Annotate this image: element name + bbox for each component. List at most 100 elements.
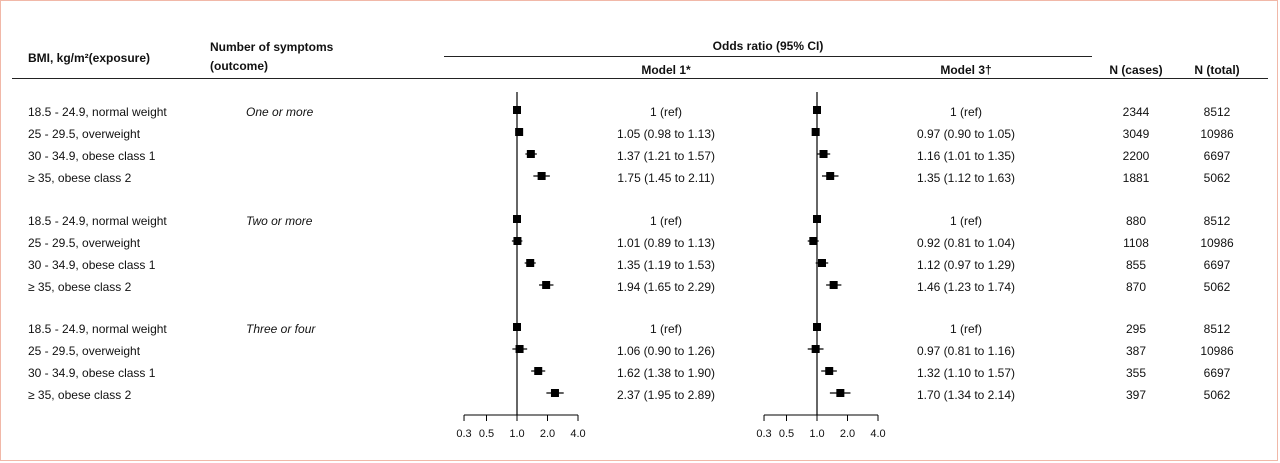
- model1-or-text: 1.05 (0.98 to 1.13): [616, 127, 716, 141]
- model3-or-text: 1.32 (1.10 to 1.57): [916, 366, 1016, 380]
- n-total-value: 5062: [1203, 388, 1231, 402]
- bmi-label: 25 - 29.5, overweight: [28, 127, 141, 141]
- bmi-label: 30 - 34.9, obese class 1: [28, 258, 156, 272]
- n-cases-value: 295: [1125, 322, 1147, 336]
- model3-or-text: 0.97 (0.90 to 1.05): [916, 127, 1016, 141]
- or-marker: [515, 345, 524, 353]
- x-axis-tick-label: 0.3: [756, 428, 771, 440]
- n-cases-value: 880: [1125, 214, 1147, 228]
- model3-or-text: 1.16 (1.01 to 1.35): [916, 149, 1016, 163]
- outcome-header: Number of symptoms: [210, 40, 334, 54]
- or-marker: [809, 237, 818, 245]
- or-marker: [813, 106, 821, 114]
- bmi-label: 25 - 29.5, overweight: [28, 236, 141, 250]
- n-total-value: 6697: [1203, 258, 1231, 272]
- x-axis-tick-label: 4.0: [570, 428, 585, 440]
- n-total-value: 8512: [1203, 322, 1231, 336]
- x-axis-tick-label: 0.3: [456, 428, 471, 440]
- model1-or-text: 1.94 (1.65 to 2.29): [616, 280, 716, 294]
- model3-or-text: 0.97 (0.81 to 1.16): [916, 344, 1016, 358]
- model3-or-text: 1.70 (1.34 to 2.14): [916, 388, 1016, 402]
- or-marker: [550, 389, 559, 397]
- exposure-header: BMI, kg/m²(exposure): [28, 51, 151, 65]
- n-cases-value: 1108: [1123, 236, 1149, 250]
- outcome-label: Three or four: [246, 322, 316, 336]
- model3-or-text: 1.46 (1.23 to 1.74): [916, 280, 1016, 294]
- model1-or-text: 1.06 (0.90 to 1.26): [616, 344, 716, 358]
- n-total-value: 8512: [1203, 105, 1231, 119]
- header-rule: [12, 78, 1268, 79]
- x-axis-tick-label: 2.0: [540, 428, 555, 440]
- model1-or-text: 1.01 (0.89 to 1.13): [616, 236, 716, 250]
- bmi-label: ≥ 35, obese class 2: [28, 388, 132, 402]
- or-marker: [811, 345, 820, 353]
- x-axis-tick-label: 1.0: [509, 428, 524, 440]
- model1-or-text: 1 (ref): [649, 214, 683, 228]
- or-marker: [513, 215, 521, 223]
- model1-or-text: 1.35 (1.19 to 1.53): [616, 258, 716, 272]
- or-marker: [813, 323, 821, 331]
- or-marker: [813, 215, 821, 223]
- or-marker: [526, 259, 535, 267]
- model1-or-text: 1 (ref): [649, 322, 683, 336]
- or-marker: [542, 281, 551, 289]
- model3-or-text: 1.12 (0.97 to 1.29): [916, 258, 1016, 272]
- or-marker: [829, 281, 838, 289]
- model1-or-text: 1 (ref): [649, 105, 683, 119]
- or-marker: [534, 367, 543, 375]
- n-cases-value: 2344: [1122, 105, 1150, 119]
- n-total-value: 10986: [1200, 344, 1234, 358]
- or-marker: [526, 150, 535, 158]
- bmi-label: 30 - 34.9, obese class 1: [28, 366, 156, 380]
- model1-header: Model 1*: [641, 63, 691, 77]
- bmi-label: 25 - 29.5, overweight: [28, 344, 141, 358]
- n-cases-value: 2200: [1122, 149, 1150, 163]
- or-marker: [811, 128, 820, 136]
- or-marker: [537, 172, 546, 180]
- bmi-label: ≥ 35, obese class 2: [28, 171, 132, 185]
- bmi-label: 18.5 - 24.9, normal weight: [28, 214, 167, 228]
- x-axis-tick-label: 0.5: [479, 428, 494, 440]
- n-cases-value: 1881: [1122, 171, 1150, 185]
- model3-or-text: 1 (ref): [949, 322, 983, 336]
- model3-or-text: 0.92 (0.81 to 1.04): [916, 236, 1016, 250]
- n-cases-value: 855: [1125, 258, 1147, 272]
- n-cases-value: 870: [1125, 280, 1147, 294]
- model3-or-text: 1 (ref): [949, 214, 983, 228]
- n-cases-header: N (cases): [1109, 63, 1163, 77]
- n-total-header: N (total): [1194, 63, 1240, 77]
- or-marker: [513, 323, 521, 331]
- x-axis-tick-label: 1.0: [809, 428, 824, 440]
- n-total-value: 5062: [1203, 280, 1231, 294]
- or-marker: [515, 128, 524, 136]
- or-marker: [513, 106, 521, 114]
- model1-or-text: 1.75 (1.45 to 2.11): [617, 171, 715, 185]
- bmi-label: ≥ 35, obese class 2: [28, 280, 132, 294]
- or-marker: [817, 259, 826, 267]
- n-cases-value: 355: [1125, 366, 1147, 380]
- model3-header: Model 3†: [940, 63, 992, 77]
- bmi-label: 18.5 - 24.9, normal weight: [28, 322, 167, 336]
- or-marker: [826, 172, 835, 180]
- outcome-label: Two or more: [246, 214, 313, 228]
- n-cases-value: 3049: [1122, 127, 1150, 141]
- model1-or-text: 2.37 (1.95 to 2.89): [616, 388, 716, 402]
- x-axis-tick-label: 4.0: [870, 428, 885, 440]
- bmi-label: 18.5 - 24.9, normal weight: [28, 105, 167, 119]
- n-total-value: 6697: [1203, 366, 1231, 380]
- n-total-value: 6697: [1203, 149, 1231, 163]
- odds-ratio-header: Odds ratio (95% CI): [712, 39, 824, 53]
- odds-ratio-rule: [444, 56, 1092, 57]
- model3-or-text: 1.35 (1.12 to 1.63): [916, 171, 1016, 185]
- or-marker: [819, 150, 828, 158]
- outcome-label: One or more: [246, 105, 314, 119]
- x-axis-tick-label: 2.0: [840, 428, 855, 440]
- model1-or-text: 1.37 (1.21 to 1.57): [616, 149, 716, 163]
- bmi-label: 30 - 34.9, obese class 1: [28, 149, 156, 163]
- model1-or-text: 1.62 (1.38 to 1.90): [616, 366, 716, 380]
- n-cases-value: 397: [1125, 388, 1147, 402]
- model3-or-text: 1 (ref): [949, 105, 983, 119]
- n-total-value: 10986: [1200, 127, 1234, 141]
